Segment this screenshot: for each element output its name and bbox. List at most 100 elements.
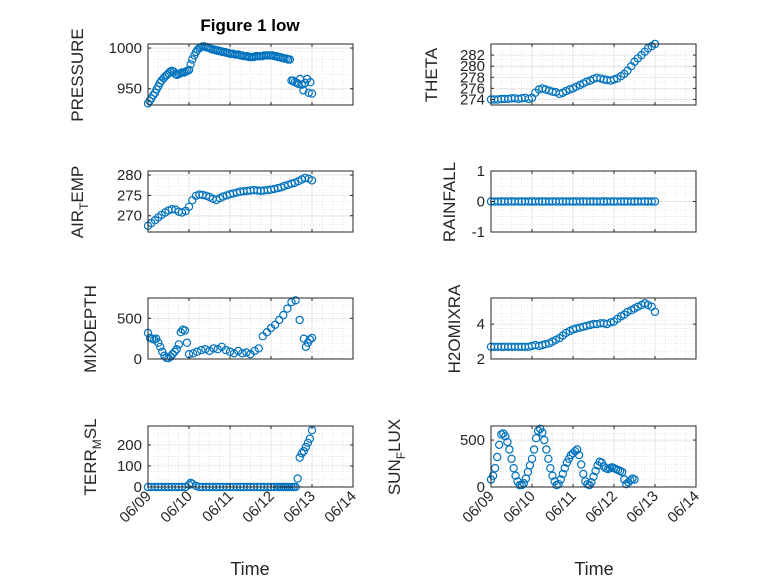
sun-flux-subplot-data-point [544, 454, 553, 463]
mixdepth-subplot-data-point [151, 334, 161, 343]
rainfall-subplot-data-point [650, 197, 660, 206]
pressure-subplot-data-point [306, 77, 315, 87]
theta-subplot-data-point [493, 95, 503, 104]
pressure-subplot-data-point [184, 65, 194, 75]
terr-msl-xlabel: Time [230, 559, 269, 579]
sun-flux-subplot-data-point [591, 466, 600, 476]
rainfall-subplot-data-point [534, 197, 544, 206]
sun-flux-xlabel: Time [574, 559, 613, 579]
sun-flux-subplot-data-point [527, 454, 537, 463]
mixdepth-subplot-data-point [305, 335, 315, 344]
mixdepth-subplot-data-point [174, 340, 183, 349]
sun-flux-subplot-data-point [517, 480, 527, 490]
sun-flux-subplot-data-point [577, 460, 586, 469]
mixdepth-subplot: 0 500 [117, 296, 354, 368]
theta-subplot-ytick-label: 278 [460, 69, 485, 86]
sun-flux-ylabel-sub: F [394, 452, 408, 459]
h2omixra-subplot-data-point [504, 342, 513, 351]
mixdepth-subplot-data-point [154, 338, 163, 347]
svg-text:SUNFLUX: SUNFLUX [385, 419, 408, 495]
sun-flux-subplot-data-point [630, 475, 639, 484]
mixdepth-subplot-data-point [301, 342, 311, 351]
h2omixra-subplot-data-point [606, 318, 615, 327]
terr-msl-subplot-data-point [299, 447, 308, 456]
theta-subplot-data-point [561, 86, 571, 96]
terr-msl-subplot-data-point [303, 438, 313, 447]
sun-flux-subplot-axes-box [490, 425, 697, 488]
mixdepth-subplot-data-point [270, 320, 280, 329]
mixdepth-subplot-data-point [182, 338, 192, 347]
sun-flux-subplot-data-point [546, 464, 555, 473]
sun-flux-subplot-data-point [495, 440, 504, 449]
terr-msl-ylabel-a: TERR [81, 449, 100, 495]
sun-flux-subplot-data-point [618, 467, 627, 477]
mixdepth-subplot-data-point [168, 349, 177, 359]
rainfall-ylabel: RAINFALL [440, 162, 459, 242]
sun-flux-subplot-data-point [505, 445, 514, 454]
mixdepth-subplot-data-point [233, 346, 243, 356]
mixdepth-subplot-data-point [242, 348, 251, 357]
rainfall-subplot-data-point [647, 197, 656, 206]
rainfall-subplot-data-point [514, 197, 523, 206]
air-temp-subplot-data-point [167, 204, 176, 214]
air-temp-subplot-data-point [177, 208, 187, 217]
terr-msl-ylabel: TERRMSL [81, 418, 104, 495]
sun-flux-subplot-data-point [589, 472, 598, 481]
mixdepth-subplot-data-point [158, 347, 167, 356]
terr-msl-subplot-axes-box [147, 425, 354, 488]
sun-flux-subplot-data-point [531, 434, 541, 443]
theta-subplot-ytick-label: 274 [460, 91, 485, 108]
sun-flux-subplot-data-point [587, 478, 596, 487]
pressure-subplot-data-point [188, 55, 197, 64]
theta-subplot-data-point [582, 77, 591, 86]
sun-flux-subplot-data-point [538, 428, 547, 437]
pressure-subplot-data-point [307, 89, 317, 98]
h2omixra-subplot-data-point [541, 340, 550, 349]
rainfall-subplot-data-point [606, 197, 615, 206]
mixdepth-subplot-ytick-label: 500 [117, 310, 142, 327]
sun-flux-subplot-data-point [579, 469, 588, 479]
mixdepth-subplot-data-point [205, 346, 214, 356]
mixdepth-subplot-data-point [201, 345, 210, 354]
rainfall-subplot-data-point [586, 197, 595, 206]
air-temp-subplot-data-point [300, 173, 310, 183]
rainfall-subplot-data-point [627, 197, 636, 206]
mixdepth-subplot-data-point [229, 349, 239, 358]
mixdepth-subplot-data-point [291, 296, 300, 305]
h2omixra-subplot-axes-box [490, 297, 697, 360]
rainfall-subplot-data-point [637, 197, 646, 206]
mixdepth-subplot-axes-box [147, 297, 354, 360]
mixdepth-ylabel: MIXDEPTH [81, 285, 100, 373]
sun-flux-subplot-data-point [488, 471, 498, 480]
mixdepth-subplot-data-point [166, 352, 175, 361]
air-temp-subplot-ytick-label: 280 [117, 167, 142, 184]
mixdepth-subplot-data-point [188, 349, 198, 358]
mixdepth-subplot-data-point [225, 347, 235, 356]
mixdepth-subplot-data-point [192, 347, 202, 356]
pressure-subplot-data-point [300, 78, 310, 88]
mixdepth-subplot-ytick-label: 0 [134, 351, 142, 368]
theta-subplot-ytick-label: 282 [460, 47, 485, 64]
air-temp-ylabel-sub: T [77, 202, 91, 210]
sun-flux-subplot-data-point [540, 435, 549, 445]
pressure-subplot-data-point [294, 79, 303, 89]
mixdepth-subplot-data-point [197, 345, 206, 355]
terr-msl-subplot-ytick-label: 100 [117, 458, 142, 475]
sun-flux-subplot-data-point [503, 437, 512, 447]
sun-flux-subplot-ytick-label: 0 [477, 479, 485, 496]
h2omixra-subplot-data-point [493, 342, 503, 351]
sun-flux-subplot-ytick-label: 500 [460, 432, 485, 449]
h2omixra-subplot-data-point [514, 342, 523, 351]
sun-flux-ylabel-a: SUN [385, 459, 404, 495]
theta-subplot-ytick-label: 280 [460, 58, 485, 75]
mixdepth-subplot-data-point [279, 310, 288, 320]
air-temp-subplot-ytick-label: 275 [117, 187, 142, 204]
rainfall-subplot-data-point [493, 197, 503, 206]
terr-msl-ylabel-sub: M [90, 439, 104, 449]
sun-flux-subplot-data-point [626, 476, 635, 485]
figure-title: Figure 1 low [200, 16, 300, 35]
sun-flux-subplot-data-point [560, 464, 570, 473]
svg-text:AIRTEMP: AIRTEMP [68, 166, 91, 239]
